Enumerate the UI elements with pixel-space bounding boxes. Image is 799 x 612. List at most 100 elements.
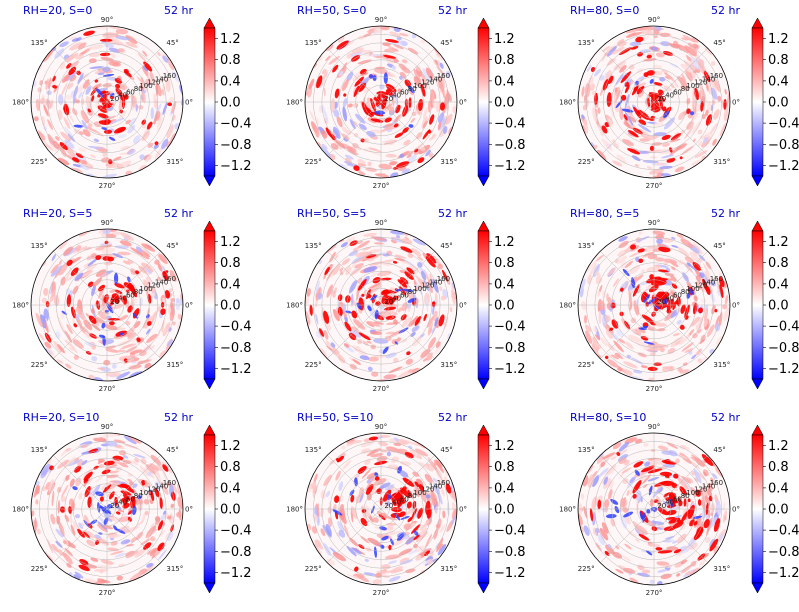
field-streak	[133, 453, 146, 459]
field-streak	[649, 168, 664, 175]
field-streak	[74, 571, 84, 579]
field-streak	[411, 248, 422, 257]
field-streak	[607, 359, 619, 368]
field-streak	[646, 149, 662, 153]
field-streak	[118, 110, 127, 121]
field-streak	[342, 106, 348, 122]
field-streak	[57, 486, 62, 493]
radial-tick-label: 160	[437, 479, 450, 487]
polar-panel: 204060801001201401600°45°90°135°180°225°…	[286, 4, 525, 190]
panel-title: RH=50, S=10	[297, 411, 373, 424]
radial-tick-label: 120	[147, 79, 160, 87]
field-streak	[157, 263, 163, 272]
field-streak	[638, 231, 643, 235]
field-cell-positive	[164, 290, 171, 299]
field-cell-positive	[701, 453, 714, 467]
field-streak	[140, 487, 146, 493]
field-streak	[406, 302, 412, 309]
field-streak	[679, 334, 690, 346]
field-streak	[424, 473, 433, 484]
field-cell-positive	[672, 301, 677, 311]
field-cell-positive	[442, 269, 448, 282]
field-cell-positive	[695, 489, 701, 497]
field-streak	[586, 64, 592, 72]
field-cell-negative	[374, 546, 377, 558]
colorbar-extend-max	[751, 424, 764, 436]
field-cell-positive	[130, 496, 136, 509]
field-streak	[405, 568, 416, 574]
field-streak	[416, 65, 421, 72]
field-streak	[641, 269, 645, 274]
field-streak	[649, 352, 656, 356]
field-streak	[315, 280, 320, 294]
field-streak	[636, 235, 650, 243]
field-streak	[647, 346, 663, 352]
field-streak	[49, 290, 56, 303]
angular-tick-label: 135°	[31, 242, 48, 250]
field-cell-positive	[659, 471, 673, 477]
field-streak	[80, 165, 90, 171]
field-streak	[691, 112, 698, 122]
field-streak	[709, 516, 718, 529]
colorbar: 1.20.80.40.0−0.4−0.8−1.2	[203, 220, 252, 390]
field-cell-positive	[130, 286, 138, 298]
field-streak	[607, 543, 612, 549]
field-streak	[695, 348, 703, 356]
radial-tick-label: 80	[408, 288, 417, 296]
field-streak	[640, 365, 648, 369]
field-streak	[118, 563, 125, 567]
field-streak	[353, 318, 366, 330]
field-streak	[97, 460, 103, 465]
field-streak	[415, 284, 423, 295]
colorbar: 1.20.80.40.0−0.4−0.8−1.2	[203, 17, 252, 187]
radial-tick-label: 40	[665, 295, 674, 303]
field-streak	[367, 356, 379, 362]
field-streak	[646, 166, 653, 170]
field-streak	[98, 463, 104, 468]
field-streak	[710, 477, 714, 483]
angular-gridline	[380, 101, 435, 156]
field-streak	[338, 529, 346, 538]
angular-tick-label: 0°	[732, 99, 740, 107]
field-streak	[343, 161, 354, 166]
field-streak	[368, 147, 382, 152]
field-cell-positive	[422, 129, 431, 140]
field-streak	[371, 371, 379, 377]
field-cell-positive	[679, 156, 683, 160]
field-cell-negative	[605, 513, 617, 519]
field-cell-negative	[663, 110, 670, 119]
field-streak	[615, 568, 624, 574]
field-streak	[432, 499, 437, 506]
colorbar-tick-label: 0.4	[220, 481, 241, 496]
angular-tick-label: 180°	[286, 506, 303, 514]
field-streak	[369, 448, 382, 454]
radial-tick-label: 140	[429, 482, 442, 490]
field-streak	[609, 103, 615, 118]
field-cell-positive	[101, 469, 111, 475]
field-cell-positive	[99, 52, 111, 57]
field-streak	[600, 461, 606, 468]
field-streak	[669, 138, 681, 143]
colorbar: 1.20.80.40.0−0.4−0.8−1.2	[477, 17, 526, 187]
panel-time-label: 52 hr	[711, 4, 740, 17]
field-cell-positive	[648, 92, 662, 99]
field-streak	[709, 123, 718, 135]
field-cell-positive	[673, 473, 679, 479]
radial-tick-label: 140	[702, 278, 715, 286]
angular-gridline	[380, 251, 435, 306]
field-streak	[369, 54, 384, 57]
field-streak	[657, 328, 666, 332]
angular-tick-label: 90°	[101, 423, 113, 431]
field-streak	[436, 543, 444, 550]
field-streak	[173, 277, 177, 282]
field-cell-positive	[380, 289, 390, 295]
field-streak	[684, 45, 697, 57]
field-cell-negative	[113, 272, 119, 285]
field-streak	[110, 117, 125, 124]
field-cell-negative	[332, 509, 343, 516]
field-streak	[69, 478, 75, 487]
field-cell-positive	[671, 283, 678, 289]
field-streak	[350, 51, 363, 57]
field-cell-positive	[438, 314, 445, 327]
field-cell-negative	[647, 297, 657, 305]
